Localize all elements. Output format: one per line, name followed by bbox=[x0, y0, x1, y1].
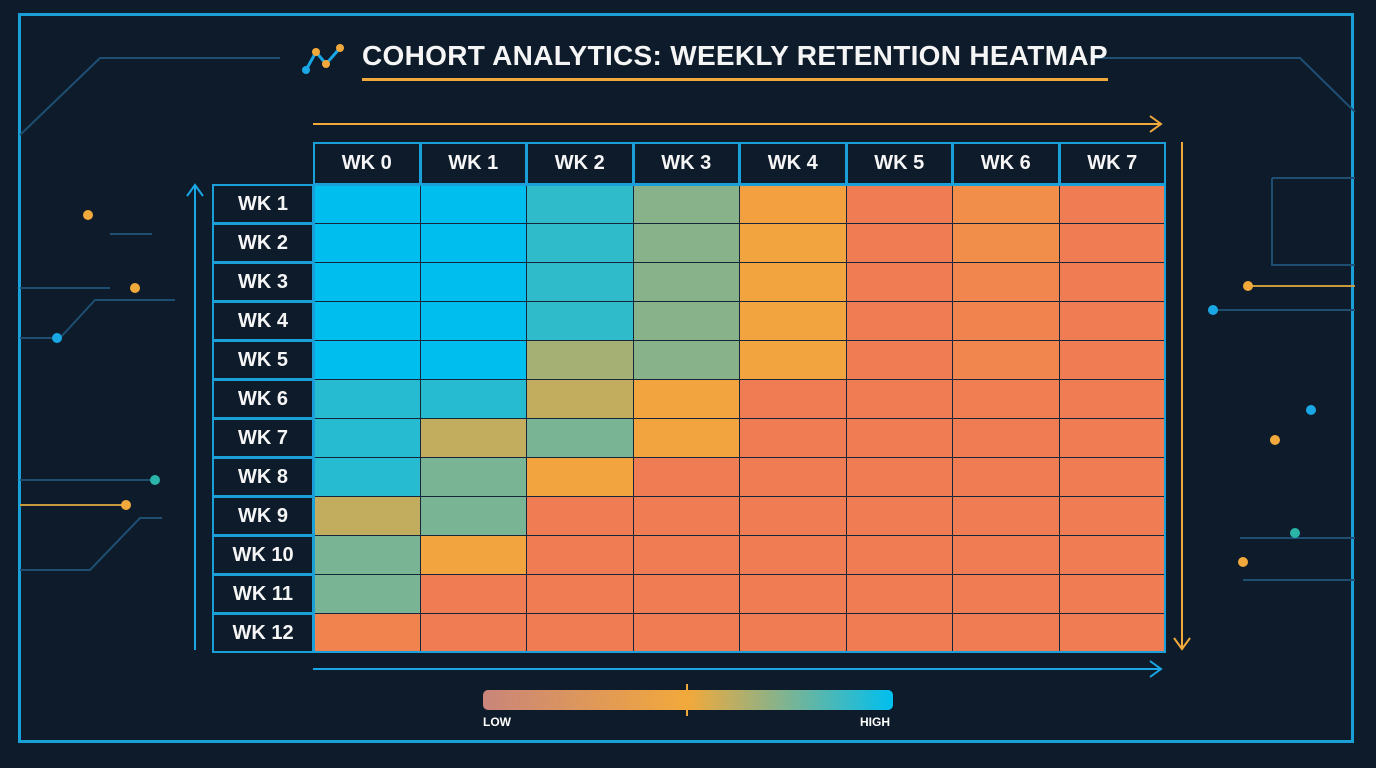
row-header-9: WK 10 bbox=[212, 535, 314, 575]
heatmap-cell-r2-c0 bbox=[313, 262, 421, 302]
column-header-4: WK 4 bbox=[739, 142, 847, 185]
heatmap-cell-r11-c5 bbox=[845, 613, 953, 653]
heatmap-cell-r11-c3 bbox=[632, 613, 740, 653]
legend-high-label: HIGH bbox=[860, 715, 890, 729]
row-header-1: WK 2 bbox=[212, 223, 314, 263]
heatmap-cell-r1-c7 bbox=[1058, 223, 1166, 263]
heatmap-cell-r1-c0 bbox=[313, 223, 421, 263]
heatmap-cell-r5-c2 bbox=[526, 379, 634, 419]
heatmap-cell-r2-c1 bbox=[419, 262, 527, 302]
heatmap-cell-r8-c1 bbox=[419, 496, 527, 536]
heatmap-cell-r1-c4 bbox=[739, 223, 847, 263]
column-header-3: WK 3 bbox=[632, 142, 740, 185]
heatmap-cell-r5-c7 bbox=[1058, 379, 1166, 419]
chart-title-group: COHORT ANALYTICS: WEEKLY RETENTION HEATM… bbox=[300, 38, 1108, 82]
heatmap-cell-r5-c3 bbox=[632, 379, 740, 419]
column-header-5: WK 5 bbox=[845, 142, 953, 185]
heatmap-cell-r8-c5 bbox=[845, 496, 953, 536]
column-header-0: WK 0 bbox=[313, 142, 421, 185]
row-header-6: WK 7 bbox=[212, 418, 314, 458]
heatmap-cell-r4-c3 bbox=[632, 340, 740, 380]
row-header-3: WK 4 bbox=[212, 301, 314, 341]
heatmap-cell-r9-c1 bbox=[419, 535, 527, 575]
heatmap-cell-r7-c5 bbox=[845, 457, 953, 497]
circuit-lines-accent bbox=[20, 285, 1355, 506]
heatmap-cell-r7-c6 bbox=[952, 457, 1060, 497]
column-header-7: WK 7 bbox=[1058, 142, 1166, 185]
heatmap-cell-r4-c4 bbox=[739, 340, 847, 380]
heatmap-cell-r7-c0 bbox=[313, 457, 421, 497]
row-header-0: WK 1 bbox=[212, 184, 314, 224]
heatmap-cell-r9-c3 bbox=[632, 535, 740, 575]
row-header-8: WK 9 bbox=[212, 496, 314, 536]
column-header-6: WK 6 bbox=[952, 142, 1060, 185]
line-chart-icon bbox=[302, 44, 344, 74]
heatmap-cell-r9-c6 bbox=[952, 535, 1060, 575]
heatmap-cell-r10-c4 bbox=[739, 574, 847, 614]
heatmap-cell-r3-c4 bbox=[739, 301, 847, 341]
row-header-2: WK 3 bbox=[212, 262, 314, 302]
heatmap-cell-r11-c6 bbox=[952, 613, 1060, 653]
legend-midpoint-marker bbox=[686, 684, 688, 716]
heatmap-cell-r1-c2 bbox=[526, 223, 634, 263]
chart-title: COHORT ANALYTICS: WEEKLY RETENTION HEATM… bbox=[362, 40, 1108, 81]
heatmap-cell-r3-c2 bbox=[526, 301, 634, 341]
heatmap-cell-r11-c4 bbox=[739, 613, 847, 653]
row-header-11: WK 12 bbox=[212, 613, 314, 653]
axis-arrows bbox=[186, 115, 1191, 678]
circuit-lines bbox=[19, 57, 1356, 581]
heatmap-cell-r10-c6 bbox=[952, 574, 1060, 614]
heatmap-cell-r9-c2 bbox=[526, 535, 634, 575]
heatmap-cell-r11-c1 bbox=[419, 613, 527, 653]
legend-color-scale bbox=[483, 690, 893, 710]
circuit-dots bbox=[52, 210, 1316, 567]
heatmap-cell-r11-c7 bbox=[1058, 613, 1166, 653]
heatmap-cell-r6-c3 bbox=[632, 418, 740, 458]
outer-frame bbox=[18, 13, 1354, 743]
heatmap-cell-r8-c7 bbox=[1058, 496, 1166, 536]
row-header-10: WK 11 bbox=[212, 574, 314, 614]
heatmap-cell-r10-c2 bbox=[526, 574, 634, 614]
legend-low-label: LOW bbox=[483, 715, 511, 729]
heatmap-cell-r4-c7 bbox=[1058, 340, 1166, 380]
column-header-2: WK 2 bbox=[526, 142, 634, 185]
heatmap-outline bbox=[313, 184, 1166, 653]
row-header-5: WK 6 bbox=[212, 379, 314, 419]
heatmap-cell-r1-c5 bbox=[845, 223, 953, 263]
heatmap-cell-r4-c2 bbox=[526, 340, 634, 380]
column-header-1: WK 1 bbox=[419, 142, 527, 185]
row-header-4: WK 5 bbox=[212, 340, 314, 380]
heatmap-cell-r8-c6 bbox=[952, 496, 1060, 536]
row-header-7: WK 8 bbox=[212, 457, 314, 497]
heatmap-cell-r10-c1 bbox=[419, 574, 527, 614]
